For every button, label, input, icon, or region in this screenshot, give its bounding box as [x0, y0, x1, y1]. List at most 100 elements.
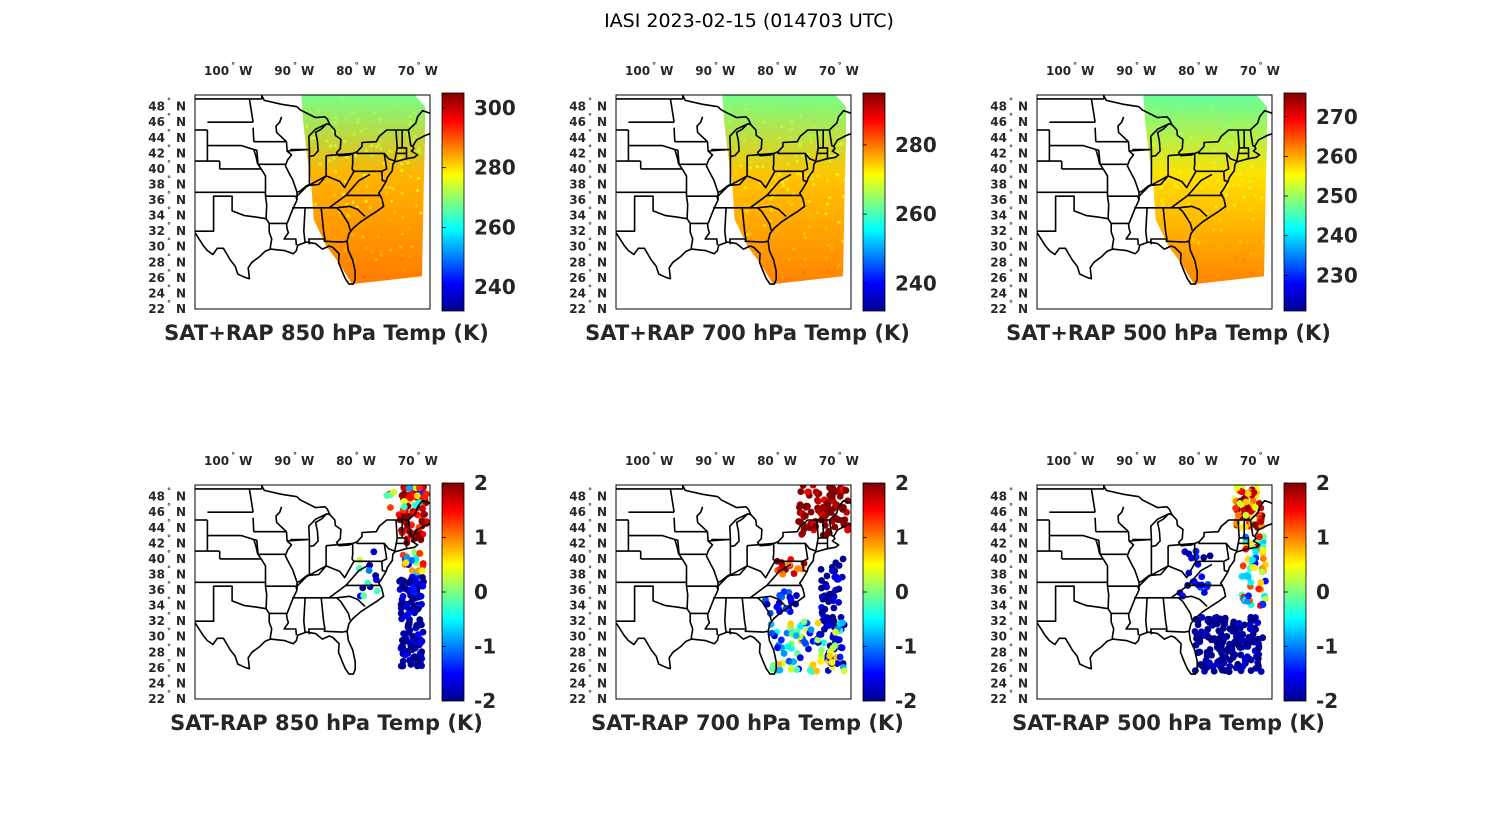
svg-text:N: N [176, 599, 186, 613]
svg-text:°: ° [167, 658, 171, 667]
difference-footprint [797, 623, 804, 630]
swath-pixel [375, 104, 380, 108]
state-border-line [828, 519, 835, 538]
difference-footprint [828, 493, 836, 501]
latitude-tick-label: 24 ° N [990, 283, 1028, 300]
swath-pixel [1176, 186, 1180, 190]
svg-text:N: N [176, 177, 186, 191]
svg-text:N: N [176, 505, 186, 519]
state-border-line [724, 207, 727, 243]
longitude-tick-label: 100 ° W [625, 451, 673, 468]
svg-text:N: N [597, 583, 607, 597]
swath-pixel [809, 140, 814, 144]
swath-pixel [1216, 244, 1220, 248]
state-border-line [1117, 116, 1130, 143]
swath-pixel [346, 213, 350, 217]
difference-footprint [821, 605, 829, 613]
svg-text:°: ° [1009, 252, 1013, 261]
difference-footprint [417, 592, 425, 600]
difference-footprint [839, 516, 846, 524]
svg-text:N: N [597, 271, 607, 285]
difference-footprint [410, 509, 418, 517]
state-border-line [345, 173, 371, 196]
state-border-line [195, 522, 430, 675]
svg-text:°: ° [1009, 268, 1013, 277]
difference-footprint [793, 666, 801, 673]
swath-pixel [827, 243, 831, 247]
state-border-line [1151, 155, 1169, 187]
difference-footprint [411, 644, 419, 652]
svg-text:34: 34 [990, 599, 1007, 613]
swath-pixel [313, 95, 318, 99]
swath-pixel [1257, 122, 1261, 126]
svg-text:N: N [597, 552, 607, 566]
swath-pixel [1240, 138, 1244, 142]
difference-footprint [365, 567, 373, 574]
svg-text:48: 48 [148, 490, 165, 504]
state-borders [1037, 95, 1272, 285]
difference-footprint [421, 510, 428, 518]
svg-text:38: 38 [569, 177, 586, 191]
svg-text:70: 70 [398, 64, 415, 78]
swath-pixel [745, 209, 749, 214]
latitude-tick-label: 42 ° N [990, 143, 1028, 160]
state-border-line [705, 165, 719, 201]
svg-text:°: ° [588, 252, 592, 261]
latitude-tick-label: 24 ° N [569, 673, 607, 690]
state-border-line [674, 148, 680, 165]
difference-footprint [1250, 489, 1258, 496]
swath-pixel [357, 246, 361, 250]
state-border-line [195, 485, 298, 498]
state-border-line [818, 537, 829, 549]
map-frame [194, 94, 431, 310]
swath-pixel [799, 142, 803, 146]
swath-pixel [410, 242, 414, 246]
state-border-line [1151, 545, 1169, 577]
swath-pixel [355, 204, 359, 208]
latitude-tick-label: 44 ° N [990, 128, 1028, 145]
svg-text:44: 44 [148, 131, 165, 145]
difference-footprint [401, 585, 409, 592]
svg-text:W: W [1081, 454, 1094, 468]
svg-text:°: ° [167, 596, 171, 605]
svg-text:W: W [363, 64, 376, 78]
svg-text:°: ° [167, 190, 171, 199]
state-border-line [757, 205, 787, 217]
swath-pixel [356, 187, 360, 192]
svg-text:°: ° [588, 658, 592, 667]
difference-footprint [813, 667, 820, 675]
difference-footprint [1247, 578, 1255, 586]
svg-text:°: ° [588, 518, 592, 527]
state-border-line [207, 534, 255, 541]
svg-text:N: N [1018, 193, 1028, 207]
latitude-tick-label: 28 ° N [569, 642, 607, 659]
svg-text:N: N [1018, 505, 1028, 519]
latitude-tick-label: 22 ° N [990, 299, 1028, 316]
difference-footprint [398, 615, 406, 623]
difference-footprint [390, 488, 398, 496]
satellite-swath [722, 95, 847, 285]
swath-pixel [408, 114, 412, 118]
state-border-line [1168, 542, 1195, 547]
latitude-tick-label: 22 ° N [990, 689, 1028, 706]
state-border-line [772, 543, 803, 563]
state-border-line [407, 519, 414, 538]
difference-footprint [838, 644, 846, 652]
colorbar-tick-label: 1 [474, 526, 488, 550]
svg-text:W: W [1267, 64, 1280, 78]
difference-footprint [806, 667, 814, 674]
swath-pixel [788, 135, 792, 139]
state-border-line [1128, 199, 1140, 224]
difference-footprint [814, 619, 822, 627]
difference-footprint [830, 604, 838, 612]
svg-text:N: N [597, 490, 607, 504]
svg-text:N: N [176, 552, 186, 566]
swath-pixel [1258, 119, 1262, 123]
svg-text:°: ° [1009, 283, 1013, 292]
swath-pixel [743, 186, 748, 190]
difference-footprint [372, 576, 380, 584]
state-border-line [744, 238, 768, 243]
difference-footprint [798, 530, 806, 538]
map-frame [1036, 94, 1273, 310]
difference-footprint [1205, 659, 1213, 667]
